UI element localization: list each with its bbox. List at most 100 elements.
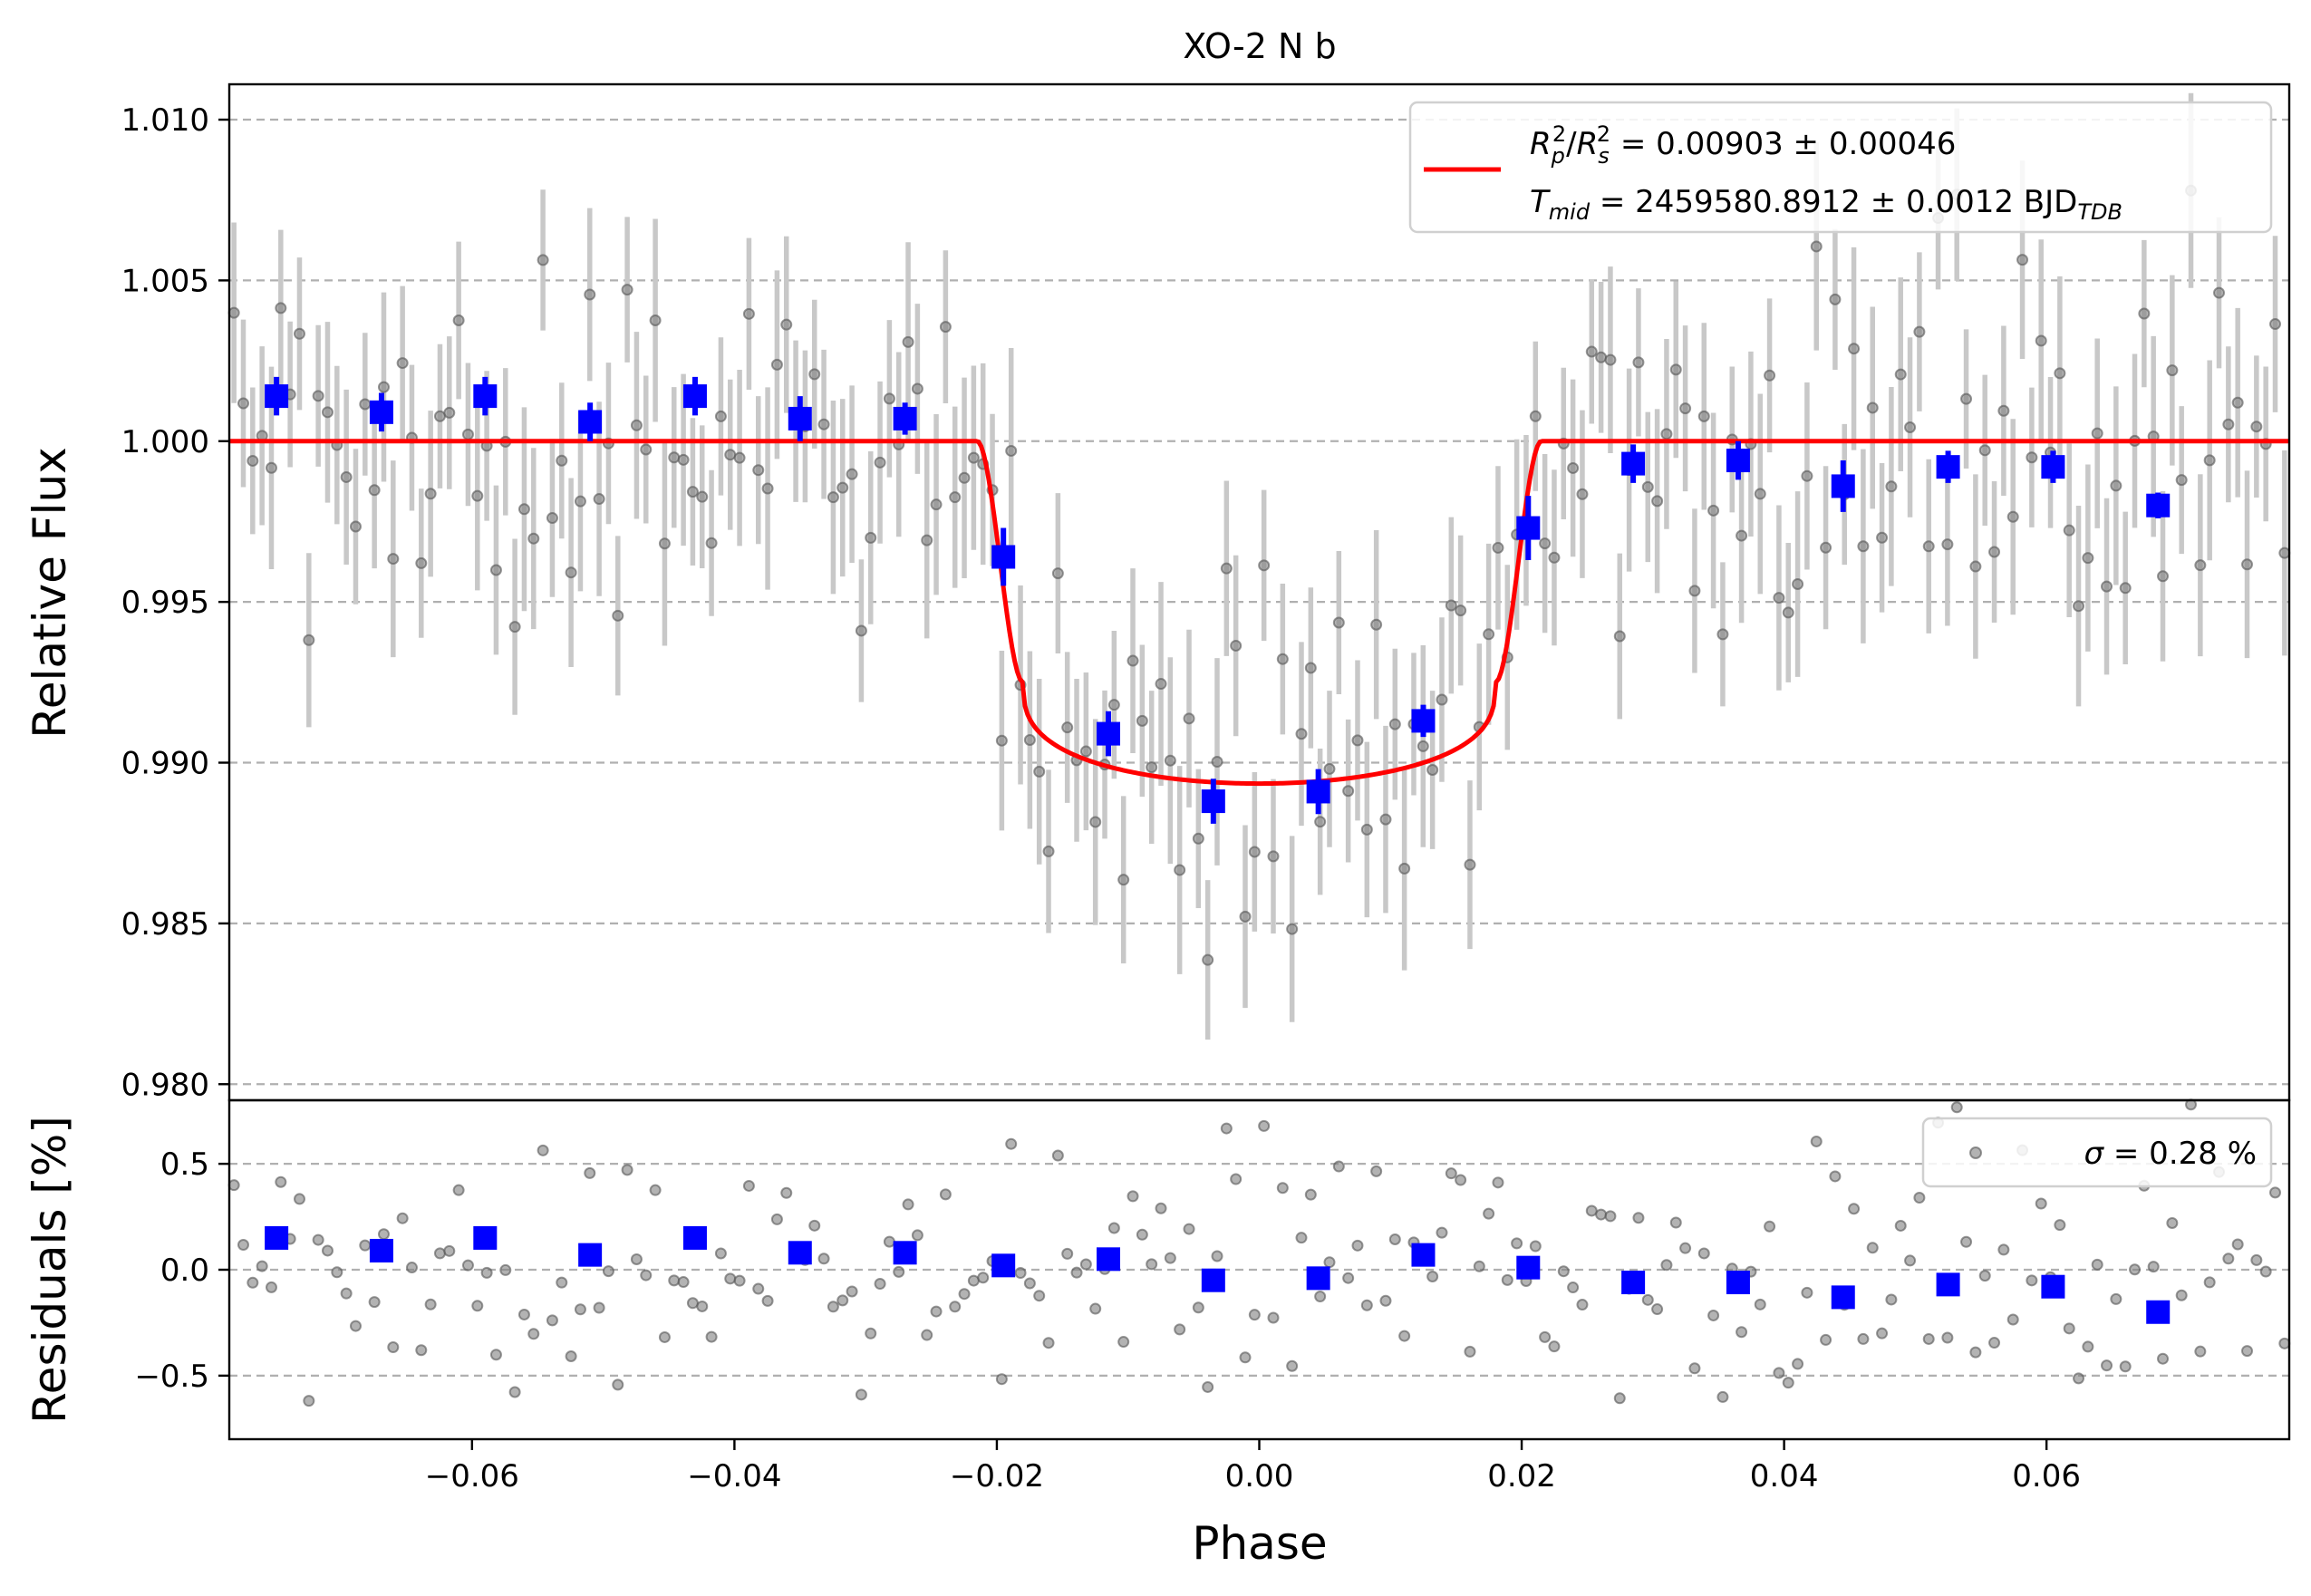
- raw-flux-point: [1267, 850, 1280, 863]
- raw-residual-point: [2147, 1261, 2160, 1273]
- raw-flux-point: [817, 418, 830, 430]
- raw-flux-point: [939, 321, 952, 334]
- raw-flux-point: [537, 254, 549, 266]
- binned-residual-point-2: [473, 1225, 498, 1250]
- raw-flux-point: [1801, 469, 1813, 482]
- raw-residual-point: [1267, 1311, 1280, 1324]
- flux-raw-points: [227, 92, 2291, 1040]
- raw-flux-point: [415, 556, 428, 569]
- raw-residual-point: [1155, 1202, 1167, 1214]
- raw-residual-point: [1483, 1207, 1495, 1220]
- raw-residual-point: [2035, 1197, 2047, 1210]
- raw-flux-point: [836, 481, 849, 494]
- raw-flux-point: [461, 428, 474, 440]
- raw-flux-point: [1211, 756, 1223, 769]
- raw-flux-point: [1023, 733, 1036, 746]
- flux-grid: [229, 118, 2289, 1086]
- raw-flux-point: [2091, 427, 2103, 440]
- raw-residual-point: [2119, 1360, 2132, 1373]
- raw-residual-point: [1613, 1392, 1626, 1405]
- x-tick-label-4: 0.02: [1487, 1458, 1556, 1494]
- raw-flux-point: [752, 464, 765, 477]
- raw-residual-point: [1258, 1119, 1271, 1132]
- raw-residual-point: [471, 1300, 484, 1312]
- raw-residual-point: [359, 1239, 372, 1252]
- raw-residual-point: [2222, 1253, 2235, 1265]
- raw-residual-point: [752, 1282, 765, 1295]
- raw-residual-point: [865, 1327, 877, 1340]
- raw-flux-point: [2213, 286, 2226, 299]
- raw-residual-point: [2269, 1186, 2282, 1199]
- raw-flux-point: [1904, 421, 1917, 433]
- raw-residual-point: [1773, 1367, 1785, 1379]
- raw-flux-point: [902, 335, 914, 348]
- binned-residual-point-8: [1097, 1247, 1121, 1272]
- raw-residual-point: [556, 1276, 568, 1289]
- raw-residual-point: [1576, 1299, 1589, 1311]
- raw-residual-point: [1688, 1362, 1701, 1375]
- raw-residual-point: [377, 1228, 390, 1241]
- raw-residual-point: [1679, 1242, 1692, 1254]
- raw-residual-point: [1398, 1330, 1411, 1342]
- raw-residual-point: [1360, 1299, 1373, 1311]
- raw-residual-point: [1604, 1210, 1617, 1223]
- raw-flux-point: [1286, 923, 1299, 935]
- raw-residual-point: [1697, 1247, 1710, 1260]
- raw-residual-point: [1511, 1237, 1523, 1250]
- raw-residual-point: [2101, 1359, 2113, 1372]
- raw-residual-point: [1239, 1351, 1252, 1364]
- raw-flux-point: [1792, 577, 1804, 590]
- raw-flux-point: [1379, 813, 1392, 826]
- raw-flux-point: [1445, 599, 1457, 612]
- raw-residual-point: [705, 1330, 718, 1343]
- raw-flux-point: [1492, 541, 1504, 554]
- raw-flux-point: [368, 484, 381, 497]
- raw-flux-point: [714, 410, 727, 422]
- raw-residual-point: [2063, 1322, 2075, 1335]
- raw-residual-point: [1174, 1323, 1186, 1336]
- raw-flux-point: [2054, 367, 2066, 380]
- raw-flux-point: [1155, 678, 1167, 691]
- raw-residual-point: [340, 1287, 353, 1300]
- raw-residual-point: [2241, 1345, 2254, 1358]
- raw-residual-point: [1801, 1286, 1813, 1299]
- raw-residual-point: [714, 1247, 727, 1260]
- binned-residual-point-11: [1411, 1243, 1436, 1267]
- raw-flux-point: [1360, 823, 1373, 836]
- raw-flux-point: [546, 512, 558, 525]
- raw-flux-point: [565, 566, 577, 579]
- raw-flux-point: [1079, 745, 1092, 758]
- raw-residual-point: [452, 1184, 465, 1196]
- raw-residual-point: [405, 1262, 418, 1274]
- raw-residual-point: [668, 1274, 681, 1287]
- raw-residual-point: [1716, 1390, 1729, 1403]
- raw-flux-point: [2082, 552, 2094, 565]
- binned-residual-point-3: [578, 1243, 603, 1267]
- binned-flux-point-11: [1411, 709, 1436, 733]
- raw-flux-point: [1969, 560, 1982, 573]
- x-tick-label-1: −0.04: [687, 1458, 781, 1494]
- raw-residual-point: [1436, 1226, 1448, 1239]
- raw-flux-point: [2175, 474, 2188, 487]
- raw-residual-point: [1548, 1340, 1561, 1353]
- raw-flux-point: [1192, 832, 1204, 845]
- raw-flux-point: [1332, 616, 1345, 629]
- raw-residual-point: [939, 1188, 952, 1201]
- raw-flux-point: [883, 392, 895, 405]
- raw-flux-point: [1754, 488, 1766, 500]
- raw-residual-point: [1492, 1176, 1504, 1189]
- raw-flux-point: [2157, 570, 2170, 583]
- raw-residual-point: [1950, 1101, 1963, 1114]
- raw-flux-point: [387, 553, 400, 566]
- raw-residual-point: [1557, 1265, 1570, 1278]
- raw-flux-point: [2110, 479, 2122, 492]
- raw-residual-point: [1033, 1290, 1046, 1302]
- raw-residual-point: [677, 1276, 690, 1289]
- raw-residual-point: [1314, 1291, 1327, 1303]
- raw-residual-point: [424, 1298, 437, 1311]
- binned-residual-point-15: [1831, 1285, 1855, 1310]
- raw-flux-point: [621, 284, 633, 296]
- raw-flux-point: [1539, 537, 1552, 550]
- raw-residual-point: [1351, 1239, 1364, 1252]
